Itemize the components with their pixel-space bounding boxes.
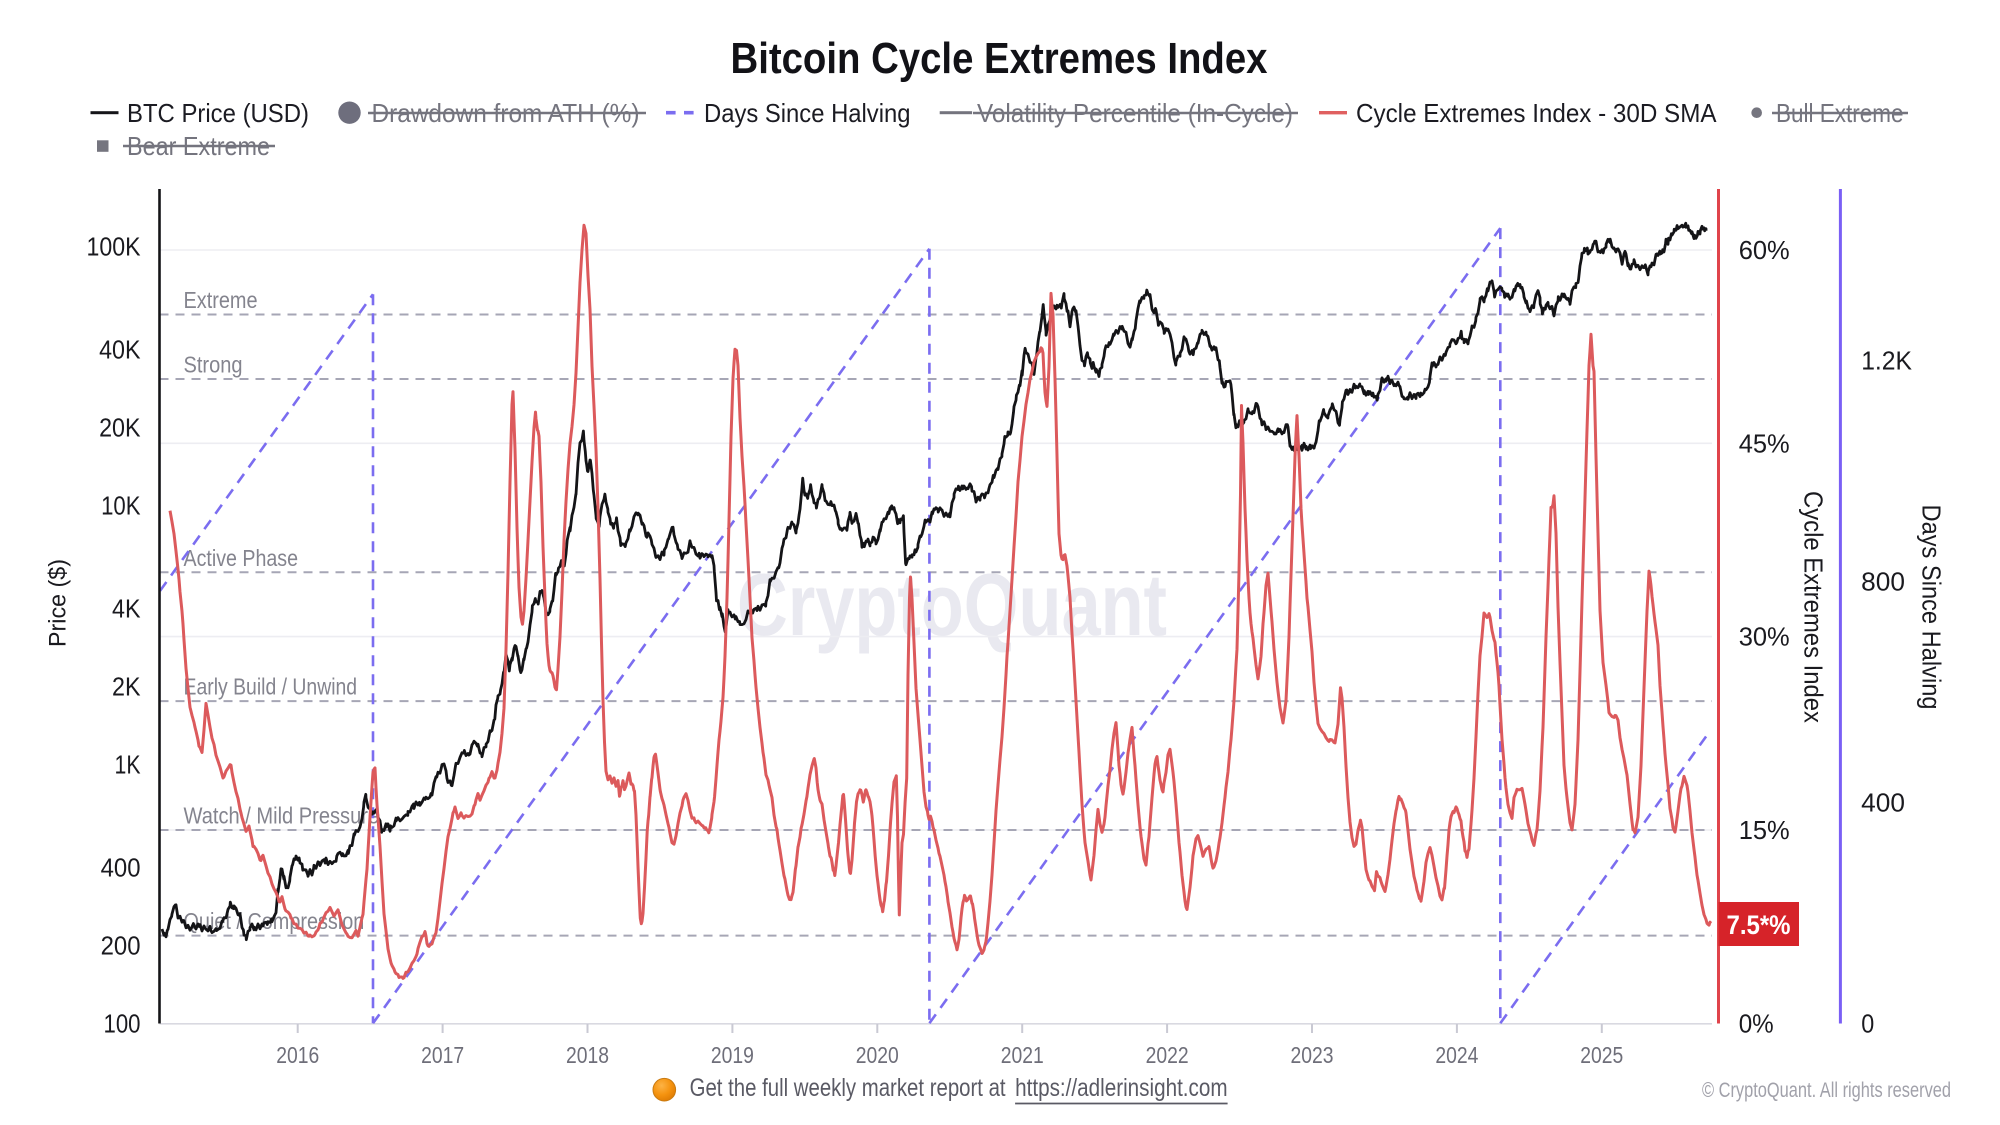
svg-text:400: 400 (101, 852, 141, 882)
svg-text:4K: 4K (112, 593, 141, 623)
svg-text:2K: 2K (112, 671, 141, 701)
svg-text:30%: 30% (1739, 622, 1790, 652)
svg-text:1K: 1K (115, 749, 142, 779)
svg-text:7.5*%: 7.5*% (1727, 910, 1791, 940)
svg-text:2019: 2019 (711, 1042, 754, 1068)
svg-text:2021: 2021 (1001, 1042, 1044, 1068)
svg-text:1.2K: 1.2K (1861, 345, 1912, 375)
svg-text:2020: 2020 (856, 1042, 899, 1068)
svg-text:0%: 0% (1739, 1008, 1774, 1038)
svg-text:20K: 20K (99, 412, 141, 442)
svg-text:2017: 2017 (421, 1042, 464, 1068)
svg-text:BTC Price (USD): BTC Price (USD) (127, 98, 309, 128)
svg-text:Extreme: Extreme (184, 287, 258, 313)
svg-text:Days Since Halving: Days Since Halving (1917, 505, 1947, 710)
svg-text:© CryptoQuant. All rights rese: © CryptoQuant. All rights reserved (1702, 1079, 1951, 1102)
svg-text:60%: 60% (1739, 235, 1790, 265)
svg-text:Strong: Strong (184, 352, 243, 378)
svg-text:2018: 2018 (566, 1042, 609, 1068)
svg-text:2023: 2023 (1291, 1042, 1334, 1068)
svg-text:Cycle Extremes Index: Cycle Extremes Index (1798, 491, 1828, 723)
svg-text:https://adlerinsight.com: https://adlerinsight.com (1015, 1074, 1228, 1102)
svg-text:Watch / Mild Pressure: Watch / Mild Pressure (184, 803, 380, 829)
svg-text:45%: 45% (1739, 428, 1790, 458)
svg-text:Days Since Halving: Days Since Halving (704, 98, 911, 128)
svg-text:15%: 15% (1739, 815, 1790, 845)
svg-text:Active Phase: Active Phase (184, 545, 299, 571)
svg-text:100K: 100K (87, 231, 142, 261)
svg-text:CryptoQuant: CryptoQuant (737, 555, 1167, 654)
svg-text:2024: 2024 (1435, 1042, 1478, 1068)
svg-text:200: 200 (101, 930, 141, 960)
svg-text:2022: 2022 (1146, 1042, 1189, 1068)
svg-text:40K: 40K (99, 334, 141, 364)
svg-text:10K: 10K (101, 490, 141, 520)
svg-text:100: 100 (104, 1008, 141, 1038)
svg-text:800: 800 (1861, 566, 1905, 596)
svg-text:2016: 2016 (276, 1042, 319, 1068)
svg-text:2025: 2025 (1580, 1042, 1623, 1068)
svg-text:Cycle Extremes Index - 30D SMA: Cycle Extremes Index - 30D SMA (1356, 98, 1717, 128)
svg-text:Get the full weekly market rep: Get the full weekly market report at (690, 1074, 1006, 1102)
svg-text:0: 0 (1861, 1008, 1874, 1038)
svg-text:Price ($): Price ($) (44, 559, 71, 647)
svg-text:Early Build / Unwind: Early Build / Unwind (184, 674, 358, 700)
svg-text:Bitcoin Cycle Extremes Index: Bitcoin Cycle Extremes Index (731, 34, 1268, 83)
svg-text:400: 400 (1861, 787, 1905, 817)
